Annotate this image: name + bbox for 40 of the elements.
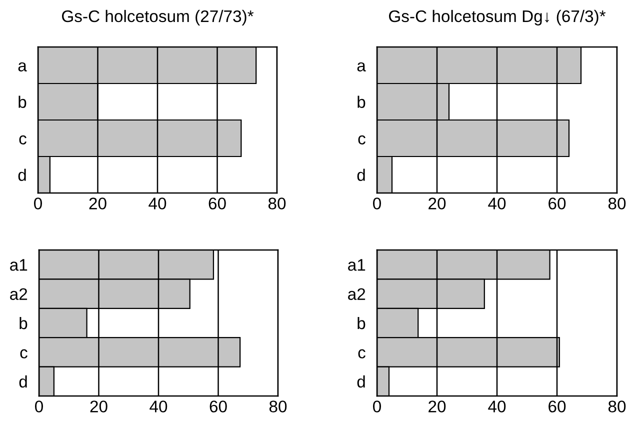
x-tick-label: 20: [428, 400, 446, 412]
x-tick-label: 0: [373, 198, 381, 210]
y-tick-label: c: [20, 349, 28, 358]
y-tick-label: b: [358, 316, 366, 330]
x-tick-label: 40: [148, 198, 166, 210]
y-tick-label: d: [19, 375, 27, 388]
x-tick-label: 40: [488, 400, 506, 412]
x-tick-label: 0: [373, 400, 381, 412]
x-tick-label: 80: [269, 400, 287, 412]
x-tick-label: 60: [210, 400, 227, 412]
y-tick-label: a2: [348, 288, 366, 300]
x-tick-label: 80: [608, 198, 626, 210]
y-tick-label: c: [19, 135, 26, 144]
y-tick-label: d: [18, 168, 26, 181]
y-tick-label: a1: [10, 259, 28, 271]
x-tick-label: 0: [35, 400, 43, 412]
x-tick-label: 80: [608, 400, 626, 412]
y-tick-label: d: [357, 168, 365, 181]
x-tick-label: 60: [208, 198, 226, 210]
y-tick-label: a2: [10, 288, 28, 300]
x-tick-label: 60: [548, 400, 566, 412]
x-tick-label: 20: [90, 400, 108, 412]
y-tick-label: a: [18, 62, 27, 72]
x-tick-label: 20: [428, 198, 446, 210]
x-tick-label: 40: [488, 198, 506, 210]
y-tick-label: a1: [348, 259, 366, 271]
y-tick-label: c: [358, 135, 366, 144]
x-tick-label: 60: [548, 198, 566, 210]
y-tick-label: a: [357, 62, 366, 72]
y-tick-label: c: [358, 349, 366, 358]
chart-title: Gs-C holcetosum (27/73)*: [62, 10, 254, 26]
x-tick-label: 80: [268, 198, 286, 210]
y-tick-label: b: [358, 96, 366, 108]
x-tick-label: 0: [34, 198, 42, 210]
x-tick-label: 20: [89, 198, 106, 210]
y-tick-label: d: [357, 375, 365, 388]
x-tick-label: 40: [150, 400, 168, 412]
chart-title: Gs-C holcetosum Dg↓ (67/3)*: [389, 10, 606, 26]
y-tick-label: b: [18, 96, 26, 108]
y-tick-label: b: [20, 316, 28, 330]
